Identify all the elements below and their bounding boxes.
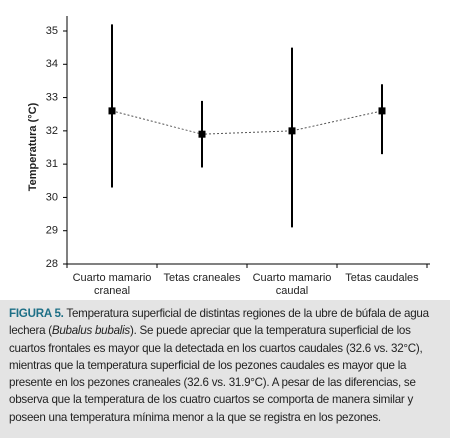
x-tick-label: Tetas caudales: [345, 272, 419, 284]
chart: Temperatura (°C) 28 29 30 31 32 33 34 35: [27, 16, 430, 270]
mean-marker: [288, 127, 296, 135]
x-tick-label: Cuarto mamario caudal: [252, 272, 332, 297]
caption-label: FIGURA 5.: [9, 307, 64, 320]
caption-species: Bubalus bubalis: [51, 324, 130, 338]
mean-marker: [108, 107, 116, 115]
caption: FIGURA 5. Temperatura superficial de dis…: [0, 300, 450, 438]
y-axis-title: Temperatura (°C): [27, 102, 39, 191]
y-tick-label: 34: [46, 58, 58, 70]
caption-text: ). Se puede apreciar que la temperatura …: [9, 324, 423, 424]
x-tick-label: Cuarto mamario craneal: [72, 272, 152, 297]
y-tick-label: 33: [46, 91, 58, 103]
mean-line: [111, 110, 383, 135]
mean-marker: [198, 130, 206, 138]
y-tick-label: 30: [46, 191, 58, 203]
y-tick-label: 29: [46, 225, 58, 237]
caption-text: Temperatura superficial de distintas reg…: [9, 307, 429, 338]
y-tick-label: 28: [46, 258, 58, 270]
y-tick-label: 31: [46, 158, 58, 170]
y-tick-label: 32: [46, 125, 58, 137]
mean-marker: [378, 107, 386, 115]
y-tick-label: 35: [46, 25, 58, 37]
x-tick-label: Tetas craneales: [163, 272, 241, 284]
